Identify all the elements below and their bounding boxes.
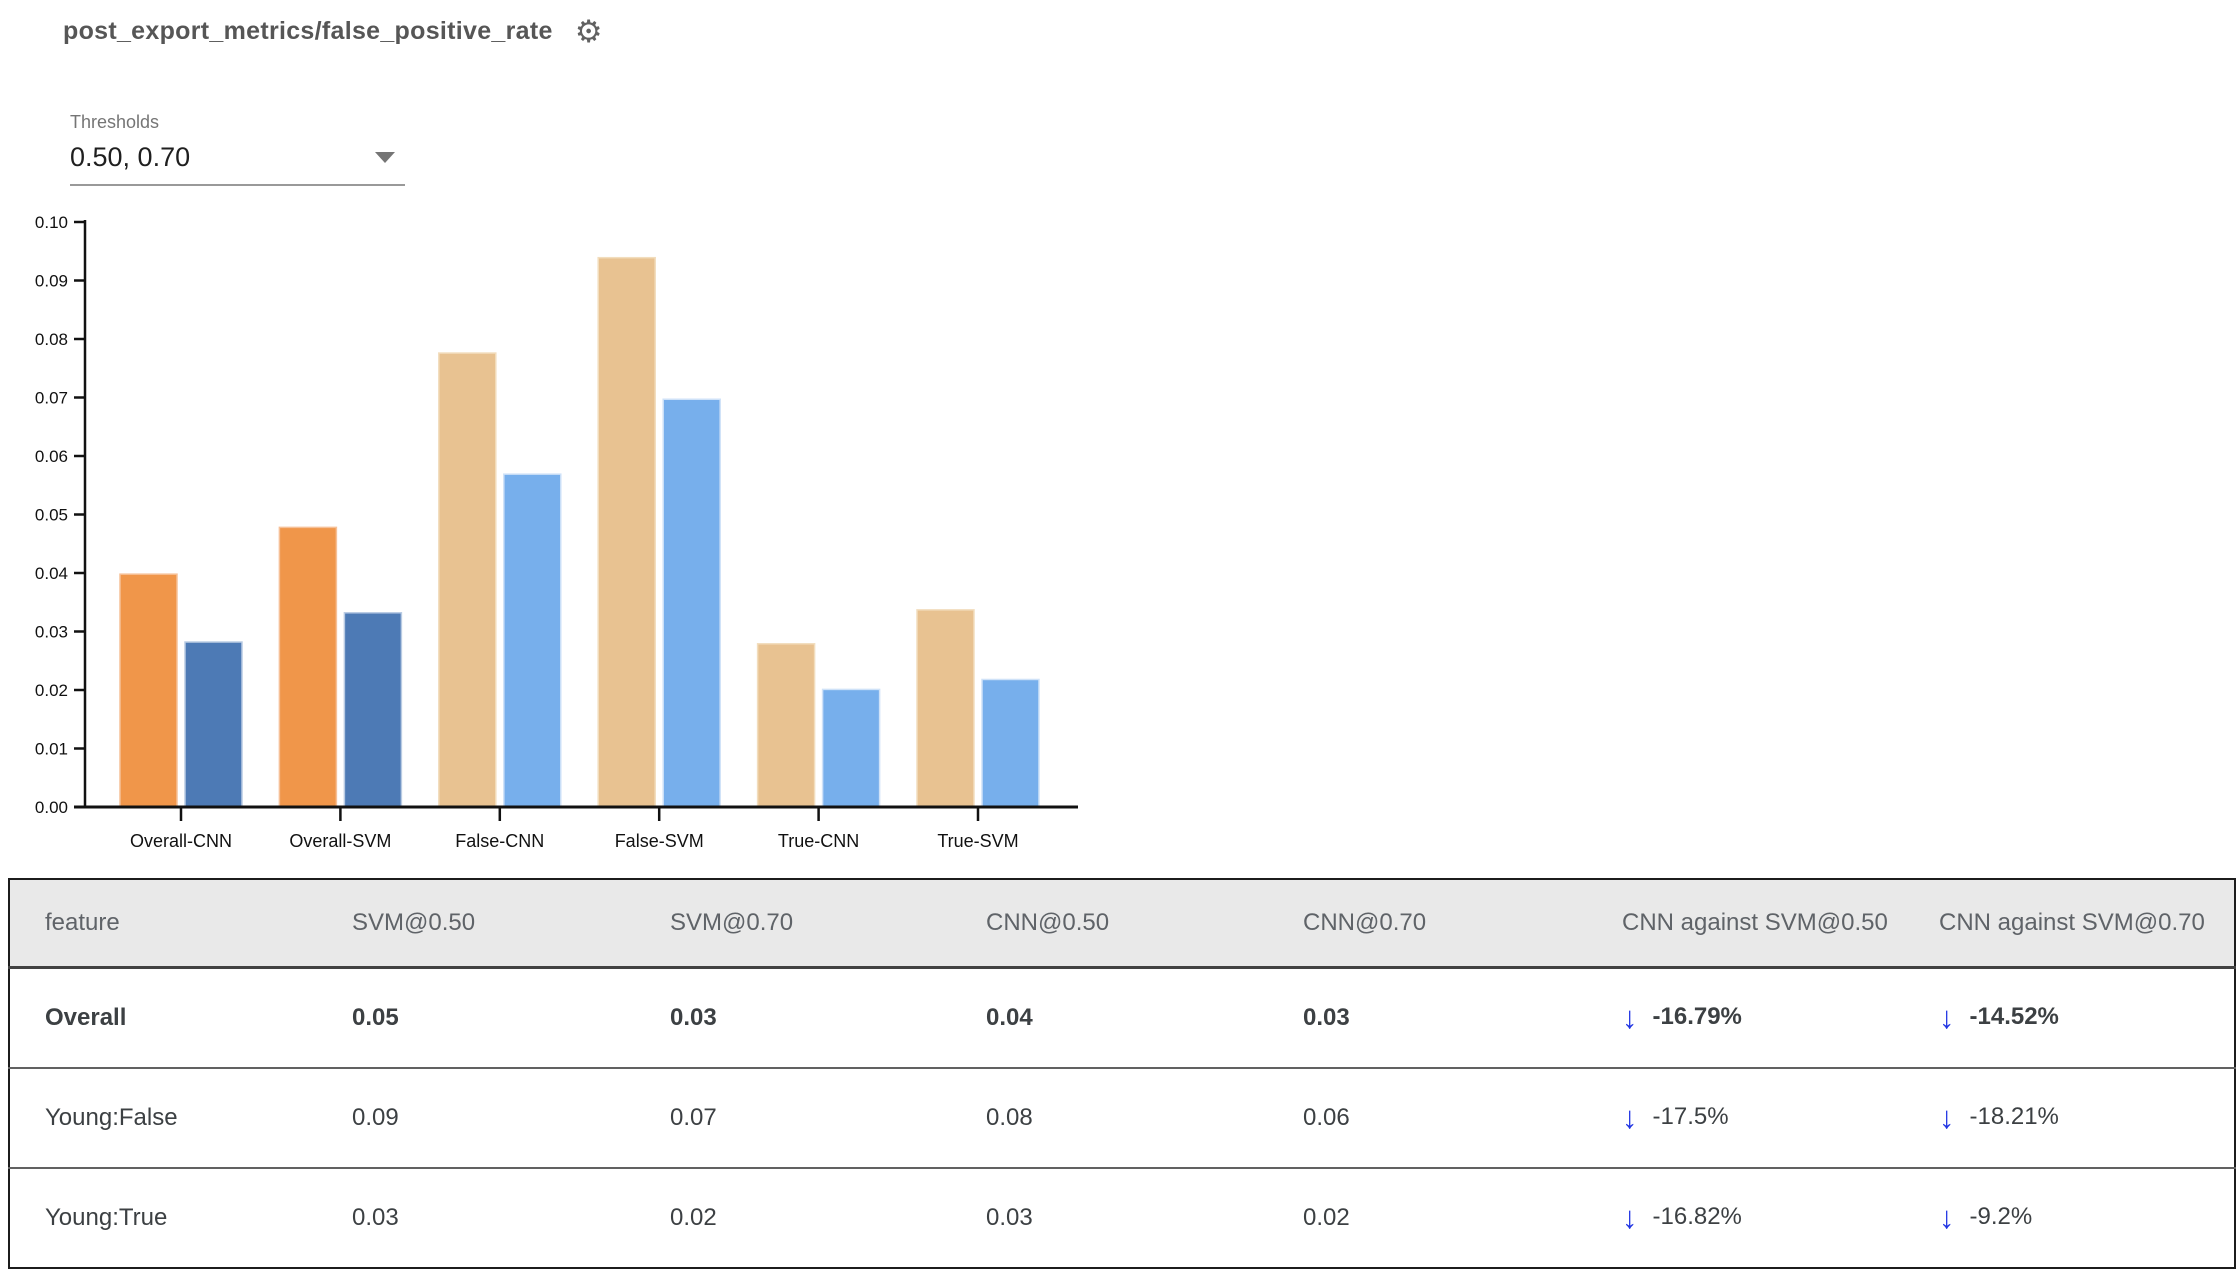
metric-value: 0.03 [352,1204,399,1231]
feature-name: Overall [45,1004,127,1031]
y-tick-label: 0.05 [35,506,68,525]
y-tick-label: 0.01 [35,740,68,759]
metric-value: 0.03 [986,1204,1033,1231]
comparison-cell: ↓ -9.2% [1938,1168,2235,1268]
feature-name: Young:False [45,1104,178,1131]
metric-value: 0.03 [670,1004,717,1031]
bar-Overall-SVM-threshold0.70[interactable] [343,612,403,808]
x-tick-label: Overall-CNN [130,831,232,851]
decrease-arrow-icon: ↓ [1622,1200,1638,1235]
decrease-arrow-icon: ↓ [1939,1100,1955,1135]
bar-True-CNN-threshold0.70[interactable] [821,688,881,808]
bar-True-CNN-threshold0.50[interactable] [756,643,816,808]
bar-False-CNN-threshold0.70[interactable] [503,473,562,808]
thresholds-dropdown-group: Thresholds 0.50, 0.70 [70,112,405,186]
comparison-cell: ↓ -16.82% [1621,1168,1938,1268]
y-tick-label: 0.00 [35,798,68,817]
metric-value: 0.02 [1303,1204,1350,1231]
chevron-down-icon [375,152,395,163]
comparison-cell: ↓ -17.5% [1621,1068,1938,1168]
y-tick-label: 0.03 [35,623,68,642]
col-header-cnn-vs-svm-070: CNN against SVM@0.70 [1938,879,2235,969]
y-tick-label: 0.07 [35,389,68,408]
metric-value: 0.04 [986,1004,1033,1031]
x-tick-label: Overall-SVM [289,831,391,851]
col-header-cnn-070: CNN@0.70 [1302,879,1621,969]
page-title: post_export_metrics/false_positive_rate [63,17,553,45]
decrease-arrow-icon: ↓ [1939,1200,1955,1235]
bar-Overall-CNN-threshold0.50[interactable] [119,573,178,808]
decrease-arrow-icon: ↓ [1622,1000,1638,1035]
gear-icon[interactable]: ⚙ [574,14,603,49]
thresholds-label: Thresholds [70,112,160,132]
table-row-young-false[interactable]: Young:False 0.09 0.07 0.08 0.06 ↓ -17.5% … [9,1068,2235,1168]
thresholds-selected-value: 0.50, 0.70 [70,142,191,172]
x-tick-label: False-SVM [615,831,704,851]
bar-False-SVM-threshold0.70[interactable] [662,398,721,808]
decrease-arrow-icon: ↓ [1939,1000,1955,1035]
bar-Overall-SVM-threshold0.50[interactable] [278,526,338,808]
false-positive-rate-bar-chart: 0.00 0.01 0.02 0.03 0.04 0.05 0.06 0.07 0.08 0.09… [35,213,1078,851]
metric-value: 0.02 [670,1204,717,1231]
col-header-cnn-vs-svm-050: CNN against SVM@0.50 [1621,879,1938,969]
y-tick-label: 0.09 [35,272,68,291]
metric-value: 0.03 [1303,1004,1350,1031]
col-header-svm-050: SVM@0.50 [351,879,669,969]
decrease-arrow-icon: ↓ [1622,1100,1638,1135]
comparison-value: -16.82% [1652,1203,1742,1230]
table-row-overall[interactable]: Overall 0.05 0.03 0.04 0.03 ↓ -16.79% ↓ -1… [9,967,2235,1069]
comparison-value: -14.52% [1969,1003,2059,1030]
metric-value: 0.09 [352,1104,399,1131]
metric-header: post_export_metrics/false_positive_rate … [63,16,603,47]
y-tick-label: 0.02 [35,681,68,700]
metrics-table: feature SVM@0.50 SVM@0.70 CNN@0.50 CNN@0… [8,878,2236,1269]
y-tick-label: 0.04 [35,564,68,583]
x-tick-label: True-CNN [778,831,859,851]
comparison-value: -17.5% [1652,1103,1729,1130]
comparison-cell: ↓ -16.79% [1621,968,1938,1069]
bar-Overall-CNN-threshold0.70[interactable] [184,641,243,808]
comparison-value: -18.21% [1969,1103,2059,1130]
bar-True-SVM-threshold0.50[interactable] [916,609,975,808]
bar-False-CNN-threshold0.50[interactable] [438,352,497,808]
table-row-young-true[interactable]: Young:True 0.03 0.02 0.03 0.02 ↓ -16.82% … [9,1168,2235,1268]
metric-value: 0.08 [986,1104,1033,1131]
comparison-cell: ↓ -14.52% [1938,968,2235,1069]
y-tick-label: 0.08 [35,330,68,349]
bar-False-SVM-threshold0.50[interactable] [597,256,656,808]
x-tick-label: True-SVM [937,831,1018,851]
metric-value: 0.07 [670,1104,717,1131]
feature-name: Young:True [45,1204,168,1231]
metric-value: 0.05 [352,1004,399,1031]
bar-True-SVM-threshold0.70[interactable] [981,678,1040,808]
col-header-cnn-050: CNN@0.50 [985,879,1302,969]
col-header-feature: feature [9,879,351,969]
y-tick-label: 0.06 [35,447,68,466]
comparison-value: -16.79% [1652,1003,1742,1030]
metric-value: 0.06 [1303,1104,1350,1131]
table-header-row: feature SVM@0.50 SVM@0.70 CNN@0.50 CNN@0… [9,879,2235,969]
x-tick-label: False-CNN [455,831,544,851]
y-tick-label: 0.10 [35,213,68,232]
comparison-value: -9.2% [1969,1203,2033,1230]
thresholds-select[interactable]: 0.50, 0.70 [70,133,405,186]
col-header-svm-070: SVM@0.70 [669,879,985,969]
comparison-cell: ↓ -18.21% [1938,1068,2235,1168]
